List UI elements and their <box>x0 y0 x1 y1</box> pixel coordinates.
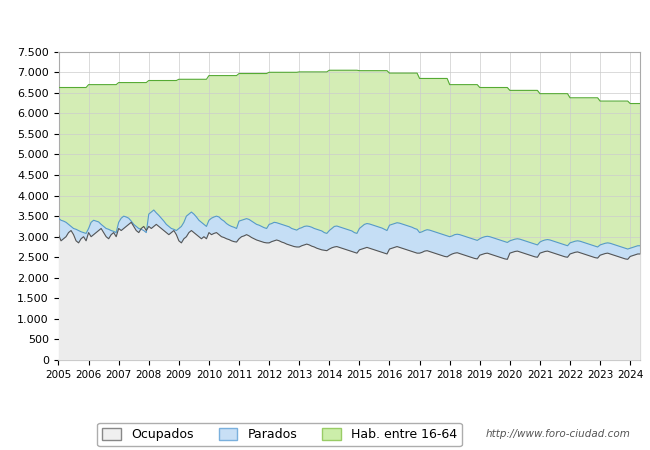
Legend: Ocupados, Parados, Hab. entre 16-64: Ocupados, Parados, Hab. entre 16-64 <box>98 423 462 446</box>
Text: http://www.foro-ciudad.com: http://www.foro-ciudad.com <box>486 429 630 439</box>
Text: A Guarda - Evolucion de la poblacion en edad de Trabajar Mayo de 2024: A Guarda - Evolucion de la poblacion en … <box>56 17 594 30</box>
